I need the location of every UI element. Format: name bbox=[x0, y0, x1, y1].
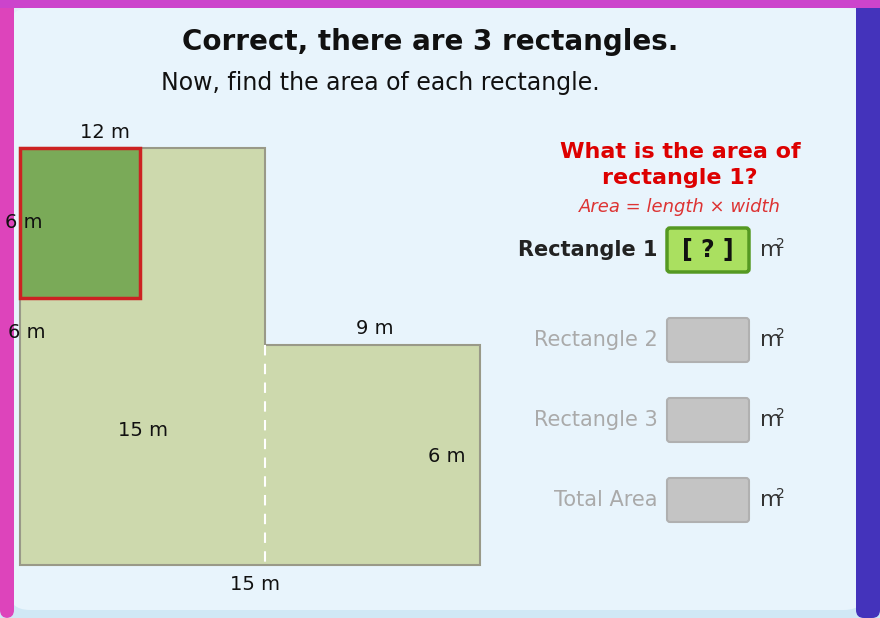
Bar bbox=[20, 148, 140, 298]
Polygon shape bbox=[20, 148, 480, 565]
FancyBboxPatch shape bbox=[8, 8, 866, 610]
Text: 12 m: 12 m bbox=[80, 124, 130, 143]
Text: m: m bbox=[760, 240, 781, 260]
Bar bbox=[0, 0, 880, 8]
Text: 6 m: 6 m bbox=[429, 447, 466, 467]
Text: 6 m: 6 m bbox=[8, 323, 46, 342]
Text: 6 m: 6 m bbox=[5, 213, 42, 232]
Text: 2: 2 bbox=[776, 237, 785, 251]
Text: 15 m: 15 m bbox=[230, 575, 280, 593]
Text: Rectangle 3: Rectangle 3 bbox=[534, 410, 658, 430]
Text: 2: 2 bbox=[776, 407, 785, 421]
Text: m: m bbox=[760, 490, 781, 510]
Text: Area = length × width: Area = length × width bbox=[579, 198, 781, 216]
FancyBboxPatch shape bbox=[667, 478, 749, 522]
Text: rectangle 1?: rectangle 1? bbox=[602, 168, 758, 188]
FancyBboxPatch shape bbox=[667, 228, 749, 272]
Text: What is the area of: What is the area of bbox=[560, 142, 800, 162]
FancyBboxPatch shape bbox=[856, 0, 880, 618]
Text: Total Area: Total Area bbox=[554, 490, 658, 510]
FancyBboxPatch shape bbox=[667, 318, 749, 362]
Text: m: m bbox=[760, 410, 781, 430]
Text: Rectangle 1: Rectangle 1 bbox=[518, 240, 658, 260]
Text: Correct, there are 3 rectangles.: Correct, there are 3 rectangles. bbox=[182, 28, 678, 56]
Text: Now, find the area of each rectangle.: Now, find the area of each rectangle. bbox=[161, 71, 599, 95]
FancyBboxPatch shape bbox=[667, 398, 749, 442]
Text: 2: 2 bbox=[776, 327, 785, 341]
Text: m: m bbox=[760, 330, 781, 350]
Text: 15 m: 15 m bbox=[118, 420, 168, 439]
Text: 2: 2 bbox=[776, 487, 785, 501]
FancyBboxPatch shape bbox=[0, 0, 14, 618]
Text: [ ? ]: [ ? ] bbox=[682, 238, 734, 262]
Text: Rectangle 2: Rectangle 2 bbox=[534, 330, 658, 350]
FancyBboxPatch shape bbox=[0, 0, 880, 200]
Text: 9 m: 9 m bbox=[356, 318, 393, 337]
